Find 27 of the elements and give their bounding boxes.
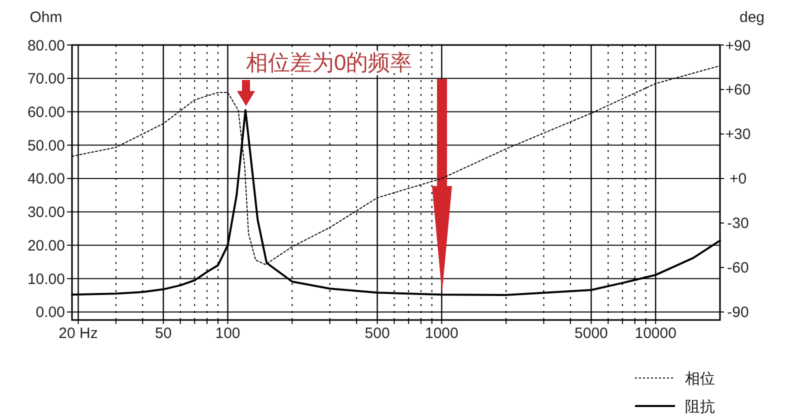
- x-tick-label: 50: [155, 325, 172, 342]
- y2-tick-label: +0: [729, 170, 747, 188]
- y2-tick-label: -30: [727, 215, 749, 232]
- y2-axis-title: deg: [739, 9, 765, 26]
- y-tick-label: 70.00: [27, 70, 65, 88]
- y-tick-label: 10.00: [27, 270, 65, 288]
- y2-tick-label: +90: [725, 37, 751, 54]
- x-tick-label: 500: [364, 325, 390, 342]
- y-tick-label: 40.00: [27, 170, 65, 188]
- legend-label: 相位: [685, 370, 715, 388]
- x-tick-label: 1000: [425, 325, 458, 342]
- y2-tick-label: +30: [725, 126, 751, 144]
- y-axis-title: Ohm: [30, 9, 62, 26]
- y-tick-label: 20.00: [27, 237, 65, 254]
- y-tick-label: 30.00: [27, 204, 65, 222]
- y-tick-label: 60.00: [27, 104, 65, 121]
- x-tick-label: 10000: [634, 325, 676, 342]
- x-tick-label: 20 Hz: [58, 325, 98, 342]
- y-tick-label: 0.00: [36, 304, 65, 322]
- y2-tick-label: +60: [725, 82, 751, 99]
- x-tick-label: 100: [215, 325, 240, 342]
- legend-label: 阻抗: [685, 398, 715, 416]
- y2-tick-label: -90: [727, 304, 749, 322]
- x-tick-label: 5000: [574, 325, 608, 342]
- y-tick-label: 80.00: [27, 37, 65, 54]
- y-tick-label: 50.00: [27, 137, 65, 154]
- y2-tick-label: -60: [727, 260, 749, 277]
